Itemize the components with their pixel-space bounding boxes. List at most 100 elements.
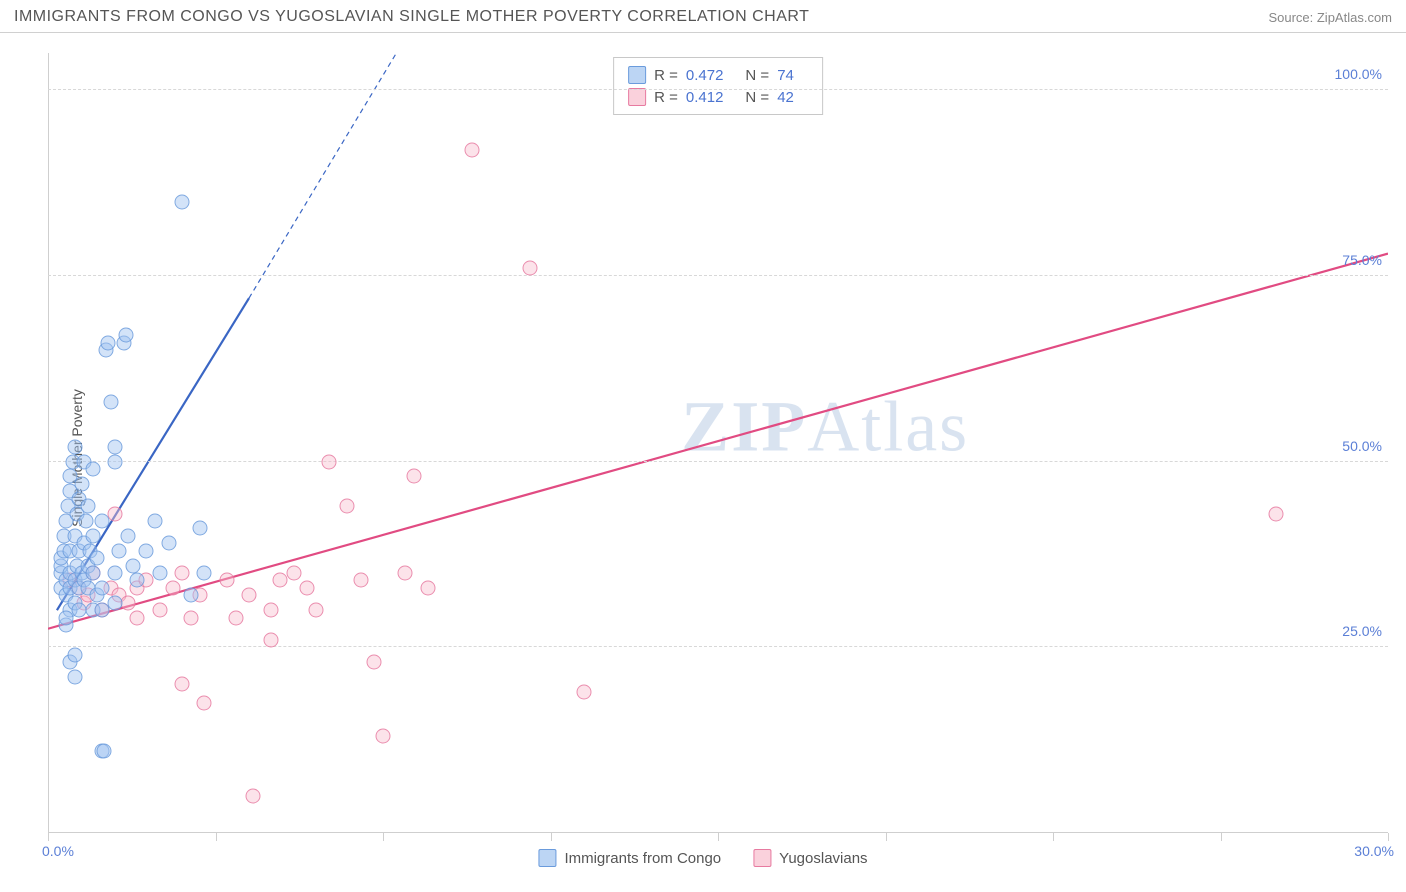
data-point	[148, 514, 163, 529]
data-point	[376, 729, 391, 744]
r-value-yugo: 0.412	[686, 89, 724, 106]
data-point	[183, 588, 198, 603]
r-label: R =	[654, 89, 678, 106]
data-point	[108, 454, 123, 469]
x-tick	[551, 833, 552, 841]
y-axis	[48, 53, 49, 833]
chart-area: Single Mother Poverty ZIPAtlas R = 0.472…	[0, 33, 1406, 883]
legend-item-congo: Immigrants from Congo	[538, 849, 721, 867]
data-point	[125, 558, 140, 573]
y-tick-label: 75.0%	[1342, 252, 1382, 268]
data-point	[465, 142, 480, 157]
x-tick	[216, 833, 217, 841]
data-point	[161, 536, 176, 551]
data-point	[228, 610, 243, 625]
data-point	[81, 499, 96, 514]
data-point	[130, 573, 145, 588]
legend-label-yugo: Yugoslavians	[779, 850, 867, 867]
chart-header: IMMIGRANTS FROM CONGO VS YUGOSLAVIAN SIN…	[0, 0, 1406, 33]
x-tick	[886, 833, 887, 841]
grid-line	[48, 89, 1388, 90]
data-point	[175, 194, 190, 209]
swatch-pink-icon	[753, 849, 771, 867]
data-point	[175, 566, 190, 581]
data-point	[90, 551, 105, 566]
swatch-pink-icon	[628, 88, 646, 106]
data-point	[264, 603, 279, 618]
data-point	[121, 595, 136, 610]
grid-line	[48, 646, 1388, 647]
swatch-blue-icon	[628, 66, 646, 84]
data-point	[242, 588, 257, 603]
n-value-yugo: 42	[777, 89, 794, 106]
data-point	[340, 499, 355, 514]
n-label: N =	[745, 89, 769, 106]
data-point	[112, 543, 127, 558]
data-point	[1269, 506, 1284, 521]
data-point	[96, 744, 111, 759]
chart-source: Source: ZipAtlas.com	[1268, 10, 1392, 25]
n-label: N =	[745, 67, 769, 84]
data-point	[139, 543, 154, 558]
y-tick-label: 100.0%	[1335, 66, 1382, 82]
x-tick	[718, 833, 719, 841]
data-point	[78, 514, 93, 529]
data-point	[121, 528, 136, 543]
data-point	[152, 603, 167, 618]
legend-label-congo: Immigrants from Congo	[564, 850, 721, 867]
data-point	[94, 514, 109, 529]
data-point	[175, 677, 190, 692]
x-tick	[1221, 833, 1222, 841]
data-point	[85, 528, 100, 543]
chart-title: IMMIGRANTS FROM CONGO VS YUGOSLAVIAN SIN…	[14, 8, 809, 26]
x-tick	[1388, 833, 1389, 841]
data-point	[183, 610, 198, 625]
x-tick	[1053, 833, 1054, 841]
r-label: R =	[654, 67, 678, 84]
data-point	[407, 469, 422, 484]
data-point	[420, 580, 435, 595]
data-point	[67, 647, 82, 662]
y-tick-label: 25.0%	[1342, 623, 1382, 639]
plot-region: ZIPAtlas R = 0.472 N = 74 R = 0.412 N = …	[48, 53, 1388, 833]
n-value-congo: 74	[777, 67, 794, 84]
data-point	[367, 655, 382, 670]
data-point	[197, 566, 212, 581]
x-tick-label-min: 0.0%	[42, 843, 74, 859]
data-point	[577, 684, 592, 699]
data-point	[398, 566, 413, 581]
data-point	[94, 580, 109, 595]
x-tick	[383, 833, 384, 841]
data-point	[219, 573, 234, 588]
data-point	[85, 462, 100, 477]
data-point	[108, 595, 123, 610]
data-point	[264, 632, 279, 647]
legend-item-yugo: Yugoslavians	[753, 849, 867, 867]
x-tick	[48, 833, 49, 841]
data-point	[322, 454, 337, 469]
data-point	[166, 580, 181, 595]
data-point	[152, 566, 167, 581]
grid-line	[48, 461, 1388, 462]
data-point	[300, 580, 315, 595]
grid-line	[48, 275, 1388, 276]
data-point	[58, 610, 73, 625]
data-point	[101, 335, 116, 350]
data-point	[108, 506, 123, 521]
legend-series: Immigrants from Congo Yugoslavians	[538, 849, 867, 867]
data-point	[353, 573, 368, 588]
data-point	[103, 395, 118, 410]
data-point	[309, 603, 324, 618]
data-point	[108, 439, 123, 454]
data-point	[74, 476, 89, 491]
data-point	[85, 566, 100, 581]
legend-correlation: R = 0.472 N = 74 R = 0.412 N = 42	[613, 57, 823, 115]
data-point	[246, 788, 261, 803]
swatch-blue-icon	[538, 849, 556, 867]
x-tick-label-max: 30.0%	[1354, 843, 1394, 859]
data-point	[192, 521, 207, 536]
watermark: ZIPAtlas	[681, 386, 969, 469]
y-tick-label: 50.0%	[1342, 438, 1382, 454]
data-point	[67, 439, 82, 454]
data-point	[108, 566, 123, 581]
